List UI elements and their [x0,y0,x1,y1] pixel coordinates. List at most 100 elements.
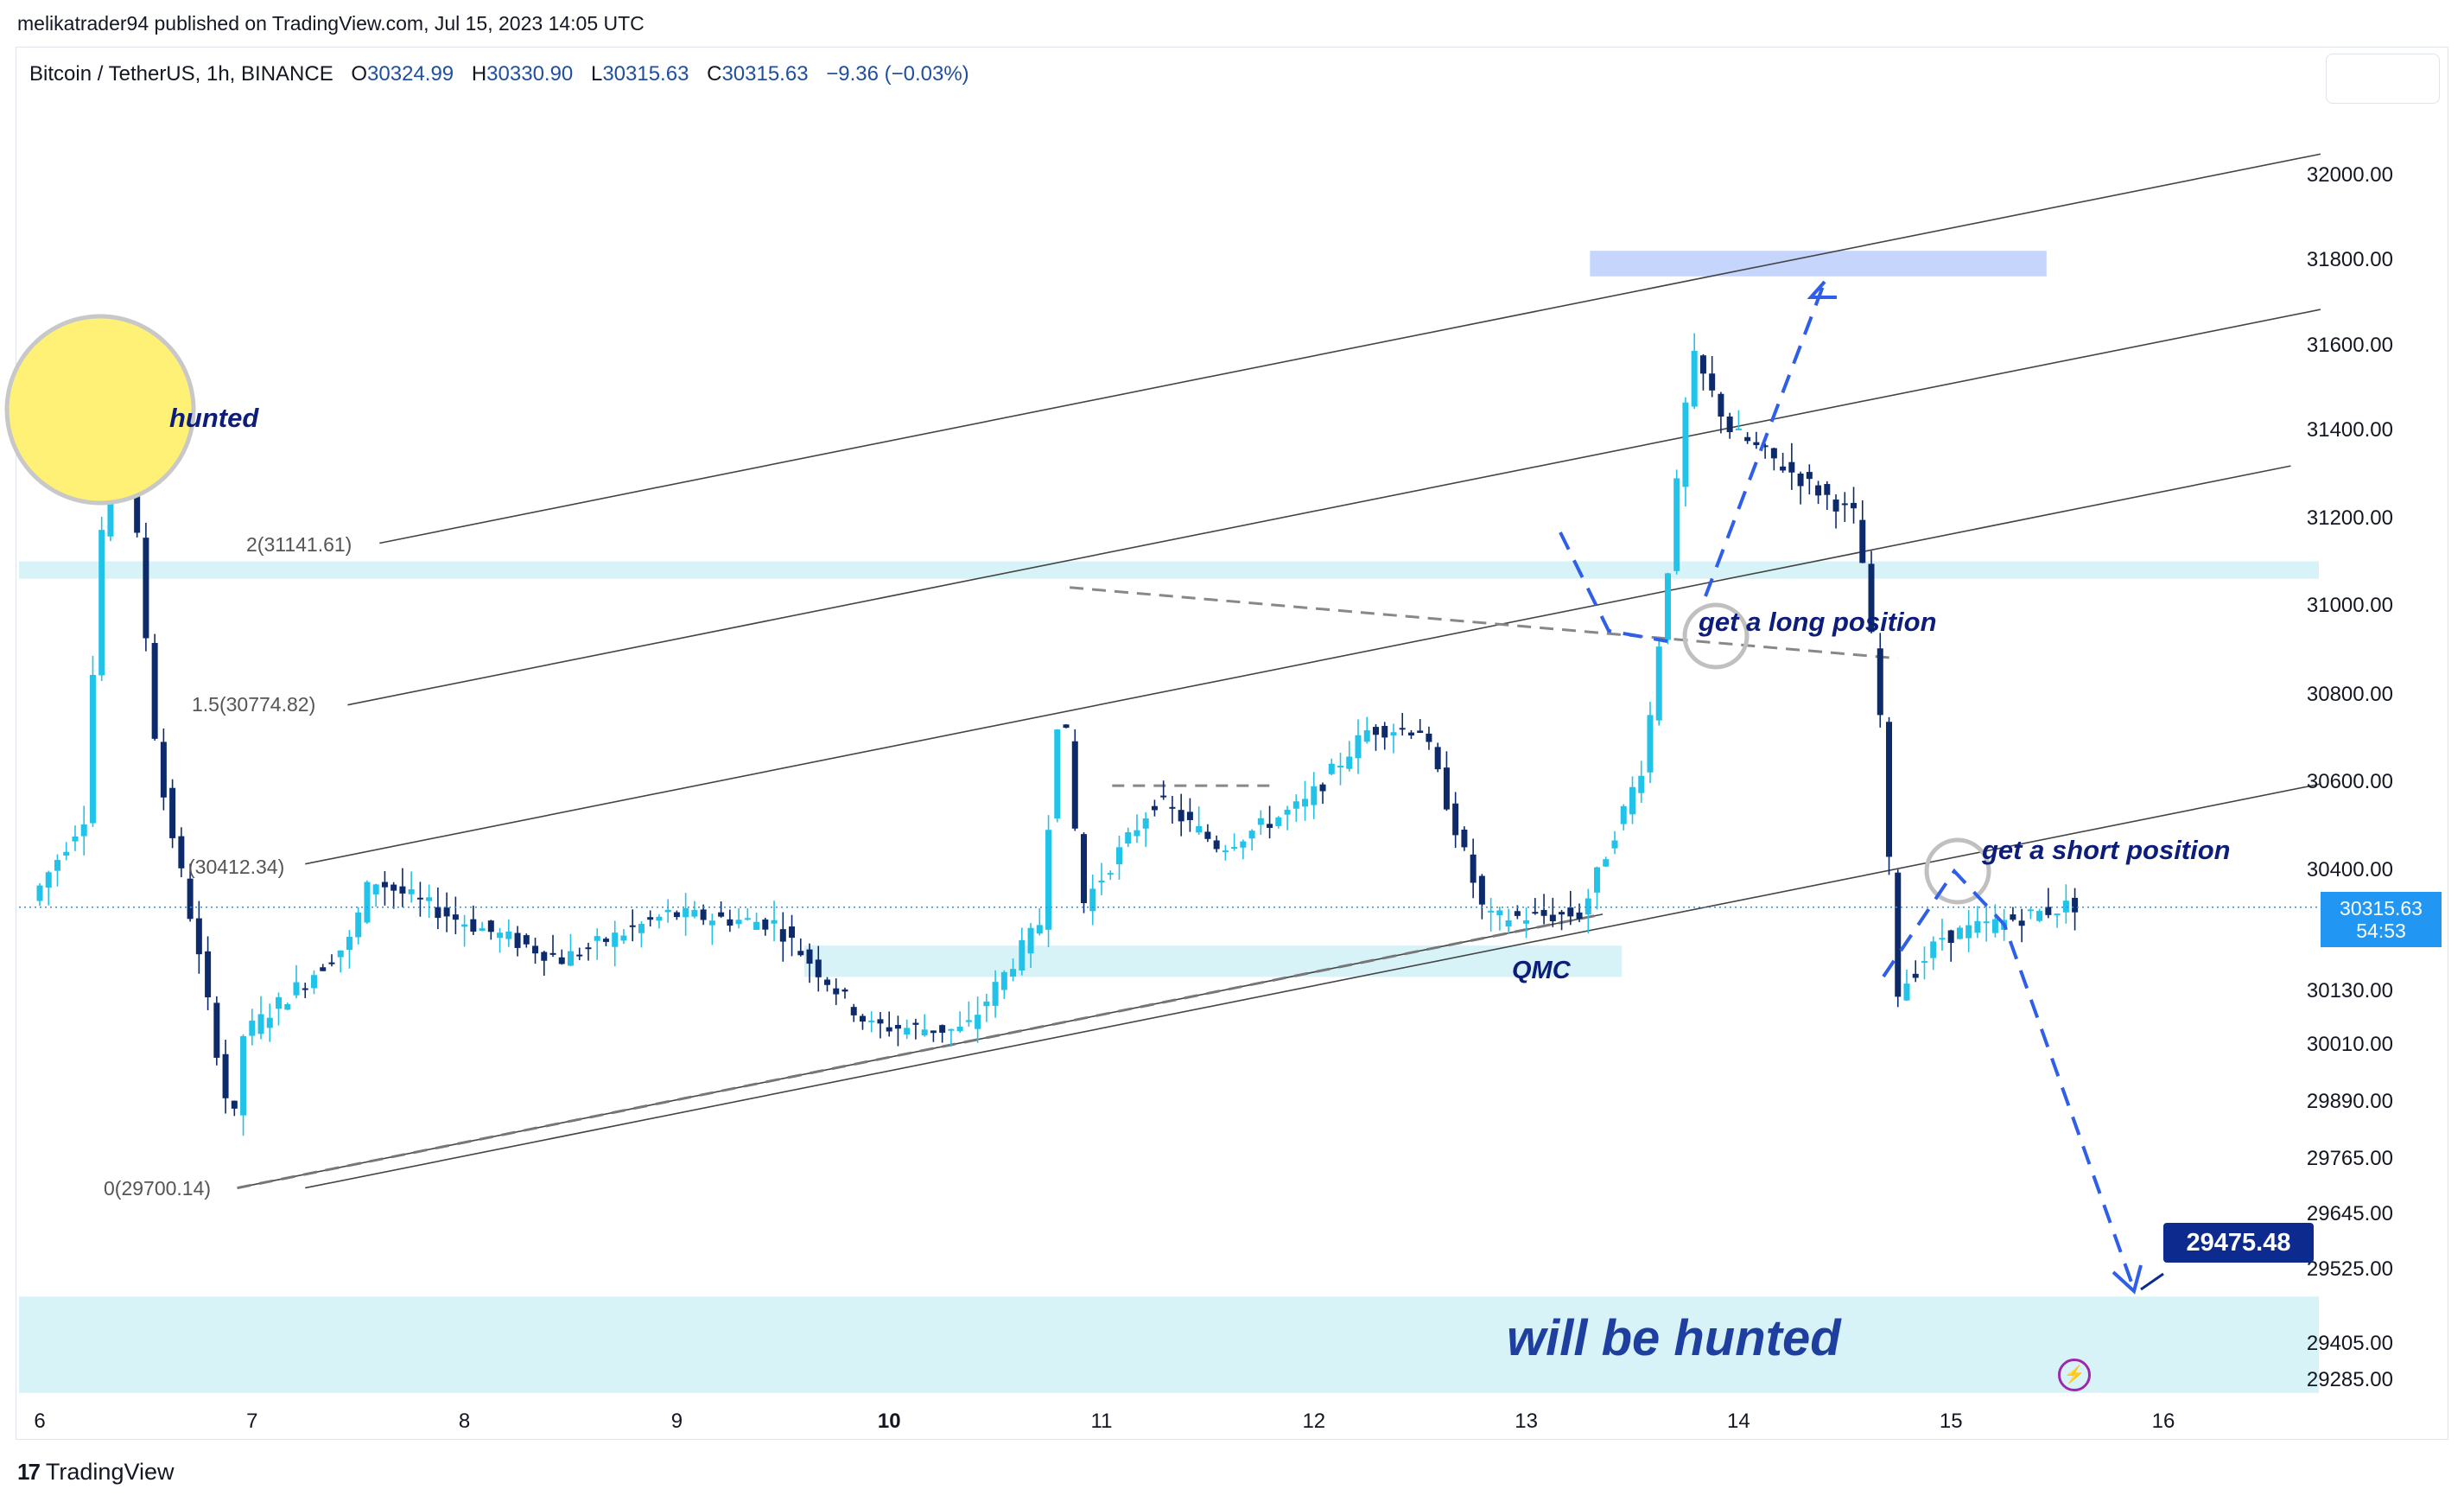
candle-body [1496,910,1503,916]
y-tick-label: 32000.00 [2307,163,2393,187]
candle-body [1160,795,1167,798]
candle-body [1204,831,1211,839]
candle-body [2036,911,2043,921]
candle-body [1222,850,1229,853]
candle-body [1594,867,1601,893]
candle-body [249,1020,256,1036]
candle-body [771,920,778,924]
candle-body [134,480,141,533]
open-value: 30324.99 [367,62,454,86]
candle-body [1983,921,1990,924]
high-label: H [471,62,487,86]
candle-body [673,912,680,918]
candle-body [1638,775,1645,793]
candle-body [416,897,423,900]
candle-body [1886,722,1893,857]
candle-body [1443,767,1450,810]
candle-body [72,836,79,842]
candle-body [1514,911,1521,916]
will-be-hunted-annotation: will be hunted [1507,1310,1842,1366]
channel-line-2 [379,153,2321,544]
candle-body [2018,920,2025,926]
candle-body [346,937,352,951]
y-tick-label: 31800.00 [2307,248,2393,271]
candle-body [1762,445,1769,448]
candle-body [187,878,194,920]
candle-body [2010,914,2016,920]
candle-body [1505,920,1512,927]
channel-line-1 [305,465,2291,865]
candle-body [381,881,388,888]
candle-body [293,982,300,996]
target-pointer [2140,1272,2164,1291]
candle-body [576,954,583,957]
candle-body [948,1028,955,1031]
candle-body [487,920,494,932]
candle-body [1921,961,1927,964]
candle-body [63,851,70,856]
candle-body [54,860,60,871]
candle-body [983,1001,990,1007]
qmc-annotation: QMC [1512,957,1572,984]
short-entry-circle [1924,837,1991,905]
candle-body [859,1015,866,1022]
candle-body [364,881,371,923]
x-tick-label: 6 [34,1410,45,1433]
overlay-layer [4,280,2319,1295]
candle-body [514,932,521,948]
fib-label-1: (30412.34) [188,856,284,878]
brand-footer[interactable]: 17 TradingView [17,1459,175,1486]
tv-logo-icon: 17 [17,1459,41,1485]
candle-body [1895,872,1902,997]
candle-body [1284,809,1291,815]
y-tick-label: 31400.00 [2307,418,2393,442]
candle-body [195,918,202,955]
candle-body [1470,854,1476,883]
candle-body [568,951,574,966]
y-tick-label: 29765.00 [2307,1147,2393,1170]
close-label: C [707,62,722,86]
candle-body [753,921,760,930]
candle-body [302,988,308,990]
candle-body [1744,436,1751,442]
candle-body [1434,747,1441,770]
long-annotation: get a long position [1698,607,1937,637]
candle-body [602,939,609,942]
candle-body [1788,461,1795,473]
chart-settings-button[interactable] [2326,54,2440,104]
candle-body [1549,914,1556,921]
candle-body [1815,485,1822,496]
candle-body [1718,393,1724,417]
candle-body [1735,428,1742,430]
candle-body [850,1007,857,1015]
candle-body [1027,927,1034,954]
candle-body [310,975,317,989]
candle-body [1770,448,1777,459]
candle-body [727,919,733,926]
candle-body [1089,888,1096,912]
candle-body [1532,912,1539,914]
candle-body [505,931,512,939]
candle-body [143,538,149,639]
candle-body [1559,912,1565,915]
close-value: 30315.63 [721,62,809,86]
candle-body [2062,901,2069,913]
candle-body [558,957,565,964]
lightning-icon[interactable]: ⚡ [2058,1359,2091,1391]
candle-body [1620,805,1627,824]
candle-body [461,924,468,927]
candle-body [1523,920,1530,924]
long-entry-path [1559,531,1668,643]
candle-body [585,947,592,950]
candle-body [789,926,796,939]
fib-label-0: 0(29700.14) [104,1177,211,1200]
candle-body [647,917,654,920]
candle-body [257,1014,264,1034]
y-tick-label: 30400.00 [2307,858,2393,881]
fib-label-1-5: 1.5(30774.82) [192,693,315,716]
candle-body [1054,729,1061,819]
y-tick-label: 31000.00 [2307,594,2393,617]
bar-countdown: 54:53 [2356,920,2406,942]
symbol-name[interactable]: Bitcoin / TetherUS, 1h, BINANCE [29,62,333,86]
